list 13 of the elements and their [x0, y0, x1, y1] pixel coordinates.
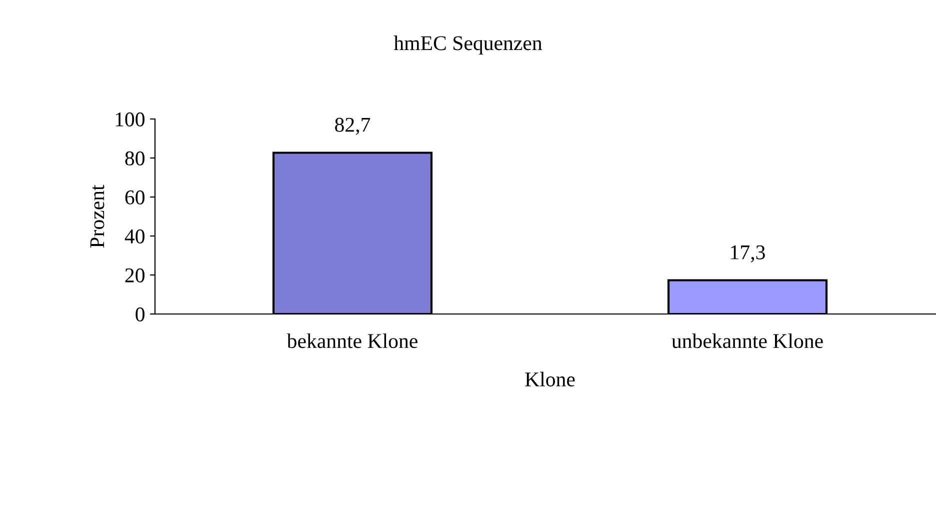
y-tick-label: 40: [124, 229, 144, 244]
chart-title: hmEC Sequenzen: [394, 36, 542, 54]
y-tick-label: 80: [125, 151, 144, 166]
y-tick-label: 60: [125, 190, 144, 204]
data-label: 17,3: [731, 245, 765, 262]
x-axis-title: Klone: [525, 372, 575, 386]
y-axis-title: Prozent: [90, 184, 104, 248]
y-tick-label: 20: [125, 268, 144, 282]
x-tick-label: unbekannte Klone: [672, 333, 823, 348]
y-tick-label: 0: [136, 307, 144, 322]
x-tick-label: bekannte Klone: [286, 333, 418, 348]
data-label: 82,7: [335, 118, 370, 135]
y-tick-label: 100: [116, 112, 144, 126]
